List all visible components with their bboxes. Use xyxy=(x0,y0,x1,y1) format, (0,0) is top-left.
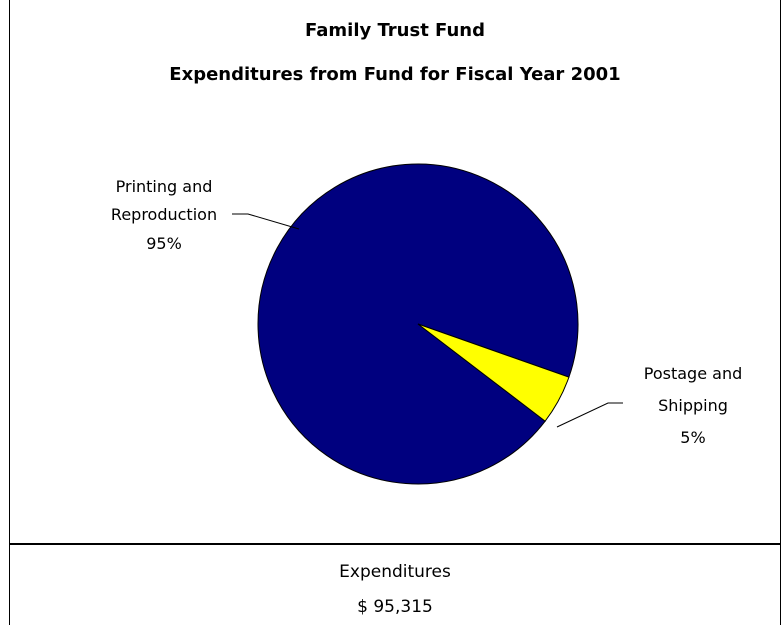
slice-label: Postage and xyxy=(644,364,742,383)
summary-panel: Expenditures $ 95,315 xyxy=(9,544,781,625)
chart-subtitle: Expenditures from Fund for Fiscal Year 2… xyxy=(169,64,621,85)
pie-slice xyxy=(417,323,570,422)
slice-label: Shipping xyxy=(658,396,728,415)
pie-chart: Printing and Reproduction 95% Postage and Sh… xyxy=(111,163,742,485)
summary-value: $ 95,315 xyxy=(357,597,433,617)
slice-label: Reproduction xyxy=(111,205,217,224)
slice-label: 5% xyxy=(680,428,705,447)
leader-line xyxy=(556,402,623,428)
chart-frame: Family Trust Fund Expenditures from Fund… xyxy=(9,0,782,625)
chart-area: Family Trust Fund Expenditures from Fund… xyxy=(9,0,781,544)
slice-label: 95% xyxy=(146,234,182,253)
chart-title: Family Trust Fund xyxy=(305,20,485,41)
slice-label: Printing and xyxy=(116,177,213,196)
leader-line xyxy=(232,213,300,230)
summary-label: Expenditures xyxy=(339,562,451,582)
